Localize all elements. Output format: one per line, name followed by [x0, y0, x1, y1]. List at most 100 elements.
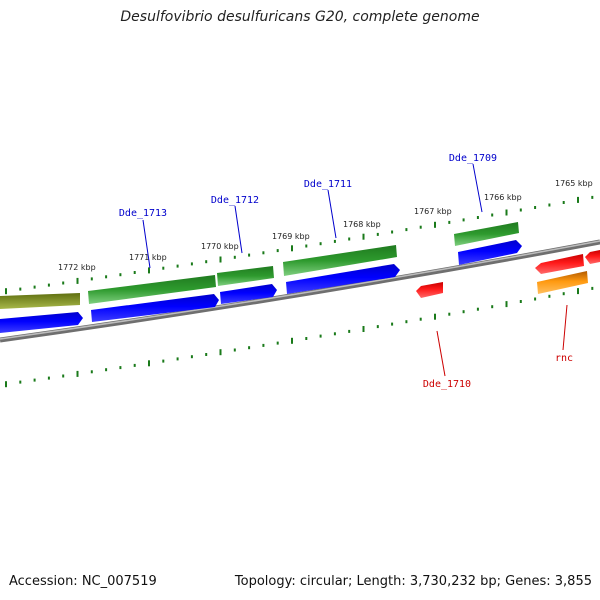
ruler-tick: [219, 256, 222, 263]
gene-label-dde1713[interactable]: Dde_1713: [119, 208, 167, 219]
ruler-tick: [262, 343, 265, 347]
genome-backbone: [0, 239, 600, 343]
cds-feature[interactable]: [585, 250, 600, 264]
ruler-tick: [462, 218, 465, 222]
ruler-tick: [62, 374, 65, 378]
ruler-tick: [476, 307, 479, 311]
ruler-label: 1771 kbp: [129, 253, 167, 262]
ruler-tick: [319, 334, 322, 338]
leader-line-dde1709: [472, 163, 483, 213]
cds-feature-dde1710[interactable]: [416, 282, 443, 298]
ruler-tick: [362, 233, 365, 240]
ruler-tick: [534, 297, 537, 301]
genome-summary: Topology: circular; Length: 3,730,232 bp…: [234, 574, 592, 589]
ruler-tick: [448, 220, 451, 224]
gene-labels: Dde_1713 Dde_1712 Dde_1711 Dde_1709 Dde_…: [119, 153, 573, 390]
ruler-label: 1766 kbp: [484, 193, 522, 202]
ruler-tick: [534, 206, 537, 209]
ruler-tick: [348, 329, 351, 333]
ruler-tick: [19, 380, 22, 384]
ruler-tick: [148, 267, 150, 274]
ruler-tick: [405, 320, 408, 324]
ruler-tick: [505, 301, 508, 308]
ruler-tick: [591, 286, 594, 290]
ruler-tick: [119, 366, 122, 370]
ruler-label: 1769 kbp: [272, 232, 310, 241]
ruler-tick: [291, 337, 293, 344]
ruler-tick: [291, 245, 293, 252]
ruler-tick: [376, 325, 379, 329]
ruler-tick: [176, 357, 179, 361]
gene-label-rnc[interactable]: rnc: [555, 353, 573, 364]
ruler-tick: [219, 349, 222, 356]
ruler-tick: [33, 378, 36, 382]
gene-label-dde1709[interactable]: Dde_1709: [449, 153, 497, 164]
ruler-tick: [505, 209, 508, 216]
ruler-tick: [47, 376, 50, 380]
ruler-tick: [305, 337, 308, 340]
leader-line-dde1711: [327, 189, 337, 239]
leader-line-dde1710: [436, 330, 446, 377]
cds-feature[interactable]: [0, 312, 83, 333]
gene-features-forward: [0, 222, 519, 309]
ruler-tick: [419, 317, 422, 321]
ruler-labels: 1772 kbp 1771 kbp 1770 kbp 1769 kbp 1768…: [58, 179, 593, 272]
ruler-tick: [90, 277, 93, 281]
ruler-tick: [348, 237, 351, 241]
ruler-ticks-upper: [5, 195, 594, 295]
cds-feature-dde1709[interactable]: [458, 240, 522, 265]
gene-feature-rnc[interactable]: [537, 271, 588, 294]
ruler-tick: [319, 242, 322, 246]
ruler-tick: [190, 355, 193, 359]
cds-feature-rnc[interactable]: [535, 254, 584, 274]
ruler-tick: [5, 288, 7, 295]
gene-label-dde1712[interactable]: Dde_1712: [211, 195, 259, 206]
ruler-tick: [233, 348, 236, 352]
gene-feature-dde1713[interactable]: [88, 275, 216, 304]
map-title: Desulfovibrio desulfuricans G20, complet…: [120, 9, 480, 25]
ruler-tick: [434, 221, 436, 228]
gene-feature-dde1712[interactable]: [217, 266, 274, 286]
gene-label-dde1711[interactable]: Dde_1711: [304, 179, 352, 190]
genome-backbone-highlight: [0, 240, 600, 340]
ruler-tick: [162, 266, 165, 270]
gene-feature-dde1711[interactable]: [283, 245, 397, 276]
ruler-tick: [119, 273, 122, 277]
ruler-label: 1768 kbp: [343, 220, 381, 229]
ruler-tick: [276, 249, 279, 253]
leader-line-rnc: [562, 304, 568, 351]
ruler-tick: [276, 341, 279, 345]
ruler-tick: [519, 300, 522, 303]
ruler-ticks-lower: [5, 286, 594, 388]
ruler-tick: [491, 213, 494, 217]
ruler-tick: [105, 275, 108, 279]
ruler-tick: [376, 232, 379, 236]
gene-leader-lines: [142, 163, 568, 377]
ruler-tick: [491, 305, 494, 309]
cds-features-forward: [0, 240, 522, 333]
ruler-tick: [248, 346, 251, 350]
gene-feature[interactable]: [0, 293, 80, 309]
ruler-tick: [262, 251, 265, 255]
cds-feature-dde1712[interactable]: [220, 284, 277, 304]
gene-feature-dde1709[interactable]: [454, 222, 519, 246]
gene-label-dde1710[interactable]: Dde_1710: [423, 379, 471, 390]
leader-line-dde1713: [142, 219, 151, 269]
ruler-label: 1772 kbp: [58, 263, 96, 272]
ruler-tick: [519, 208, 522, 212]
ruler-tick: [333, 239, 336, 243]
cds-feature-dde1713[interactable]: [91, 294, 219, 322]
ruler-tick: [462, 310, 465, 314]
ruler-tick: [33, 285, 36, 289]
ruler-tick: [76, 370, 79, 377]
ruler-tick: [47, 283, 50, 287]
ruler-tick: [248, 253, 251, 257]
cds-feature-dde1711[interactable]: [286, 264, 400, 294]
ruler-tick: [548, 294, 551, 298]
ruler-tick: [233, 255, 236, 259]
ruler-tick: [205, 353, 208, 356]
ruler-tick: [591, 195, 594, 199]
ruler-tick: [476, 216, 479, 219]
ruler-tick: [362, 326, 365, 332]
